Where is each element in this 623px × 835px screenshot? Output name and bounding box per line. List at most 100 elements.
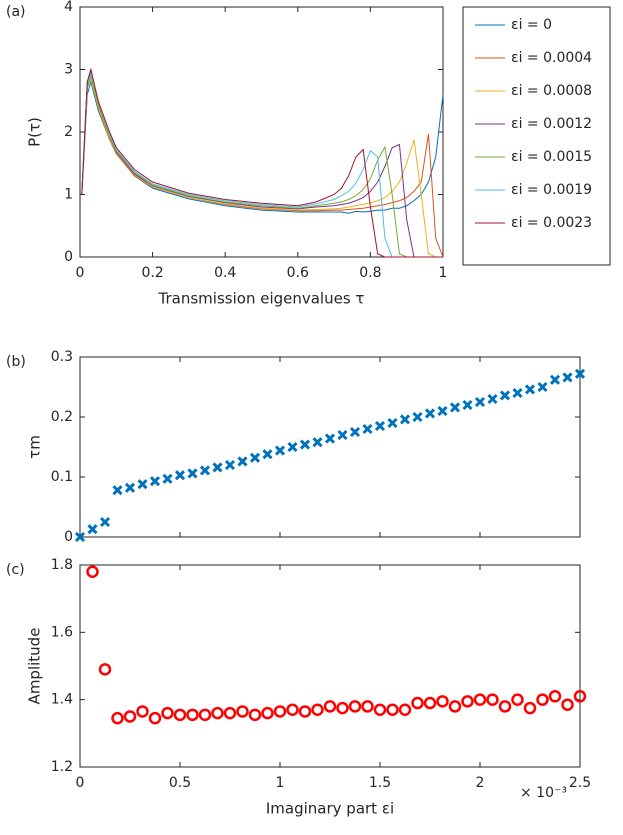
marker-x: [512, 387, 523, 399]
y-tick-label: 2: [64, 124, 73, 140]
marker-o: [473, 693, 487, 706]
marker-x: [399, 414, 411, 425]
marker-x: [549, 374, 561, 385]
plot-frame: [79, 564, 581, 768]
marker-o: [136, 705, 149, 718]
marker-o: [511, 693, 524, 706]
plot-frame: [79, 356, 581, 538]
series-line: [81, 73, 444, 258]
panel-label: (c): [6, 562, 25, 578]
marker-x: [387, 417, 398, 429]
marker-x: [237, 456, 248, 467]
x-axis-label: Transmission eigenvalues τ: [158, 290, 365, 308]
marker-x: [474, 396, 486, 408]
y-tick-label: 4: [64, 0, 73, 15]
marker-o: [348, 700, 362, 713]
x-tick-label: 2.5: [569, 775, 591, 791]
marker-x: [324, 433, 336, 444]
y-tick-label: 0: [64, 529, 73, 545]
y-tick-label: 1.6: [51, 624, 73, 640]
marker-x: [362, 423, 373, 435]
marker-x: [349, 426, 361, 438]
marker-o: [198, 708, 212, 722]
marker-o: [323, 700, 337, 713]
marker-x: [187, 468, 198, 479]
legend-label: εi = 0.0015: [511, 149, 592, 165]
marker-o: [573, 690, 587, 703]
legend-box: [462, 6, 611, 266]
marker-o: [286, 703, 299, 717]
marker-o: [186, 708, 199, 722]
marker-o: [273, 705, 287, 718]
legend-label: εi = 0.0012: [511, 116, 592, 132]
marker-x: [137, 479, 148, 490]
series-line: [81, 77, 443, 258]
marker-x: [87, 524, 98, 535]
y-tick-label: 0.3: [51, 349, 73, 365]
marker-o: [223, 706, 237, 720]
marker-o: [486, 693, 499, 706]
marker-x: [374, 420, 386, 432]
marker-o: [498, 700, 512, 713]
y-tick-label: 0.2: [51, 409, 73, 425]
panel-label: (a): [6, 4, 26, 20]
marker-o: [236, 705, 249, 718]
series-line: [81, 69, 443, 258]
y-tick-label: 0: [64, 249, 73, 265]
marker-o: [423, 696, 437, 710]
marker-x: [224, 459, 236, 471]
x-tick-label: 0.6: [287, 265, 309, 281]
marker-o: [173, 708, 187, 722]
marker-x: [437, 405, 448, 417]
marker-x: [212, 462, 223, 473]
marker-o: [98, 663, 112, 676]
marker-o: [373, 703, 387, 717]
marker-o: [211, 706, 224, 720]
x-tick-label: 1: [439, 265, 448, 281]
plot-frame: [79, 6, 444, 258]
series-line: [81, 67, 443, 258]
marker-o: [261, 706, 274, 720]
marker-o: [148, 711, 162, 725]
marker-x: [174, 470, 186, 481]
x-tick-label: 1.5: [369, 775, 391, 791]
legend-label: εi = 0: [511, 17, 552, 33]
marker-o: [111, 711, 124, 725]
legend-label: εi = 0.0004: [511, 50, 592, 66]
y-axis-label: Amplitude: [26, 628, 44, 705]
marker-o: [298, 705, 312, 718]
marker-x: [112, 485, 123, 496]
marker-o: [398, 703, 412, 717]
marker-o: [361, 700, 374, 713]
marker-x: [124, 482, 136, 493]
series-line: [81, 73, 443, 258]
marker-x: [462, 399, 473, 411]
marker-o: [311, 703, 324, 717]
marker-o: [461, 695, 474, 708]
marker-x: [274, 445, 286, 456]
marker-x: [337, 429, 348, 441]
x-axis-label: Imaginary part εi: [266, 800, 394, 818]
y-axis-label: P(τ): [26, 117, 44, 147]
marker-x: [412, 411, 423, 423]
marker-o: [548, 690, 562, 703]
marker-x: [487, 393, 498, 405]
x-tick-label: 0.5: [169, 775, 191, 791]
marker-o: [561, 698, 574, 711]
marker-x: [537, 381, 548, 393]
marker-o: [536, 693, 549, 706]
x-tick-label: 0.4: [214, 265, 236, 281]
marker-x: [562, 372, 573, 383]
marker-o: [411, 696, 424, 710]
marker-x: [449, 402, 461, 413]
marker-o: [523, 701, 537, 715]
series-line: [81, 80, 444, 214]
y-axis-label: τm: [26, 435, 44, 459]
marker-x: [287, 441, 298, 453]
legend-label: εi = 0.0019: [511, 182, 592, 198]
marker-x: [574, 368, 586, 379]
marker-x: [299, 439, 311, 450]
marker-o: [386, 703, 399, 717]
x-multiplier: × 10⁻³: [520, 785, 567, 801]
panel-label: (b): [6, 354, 26, 370]
